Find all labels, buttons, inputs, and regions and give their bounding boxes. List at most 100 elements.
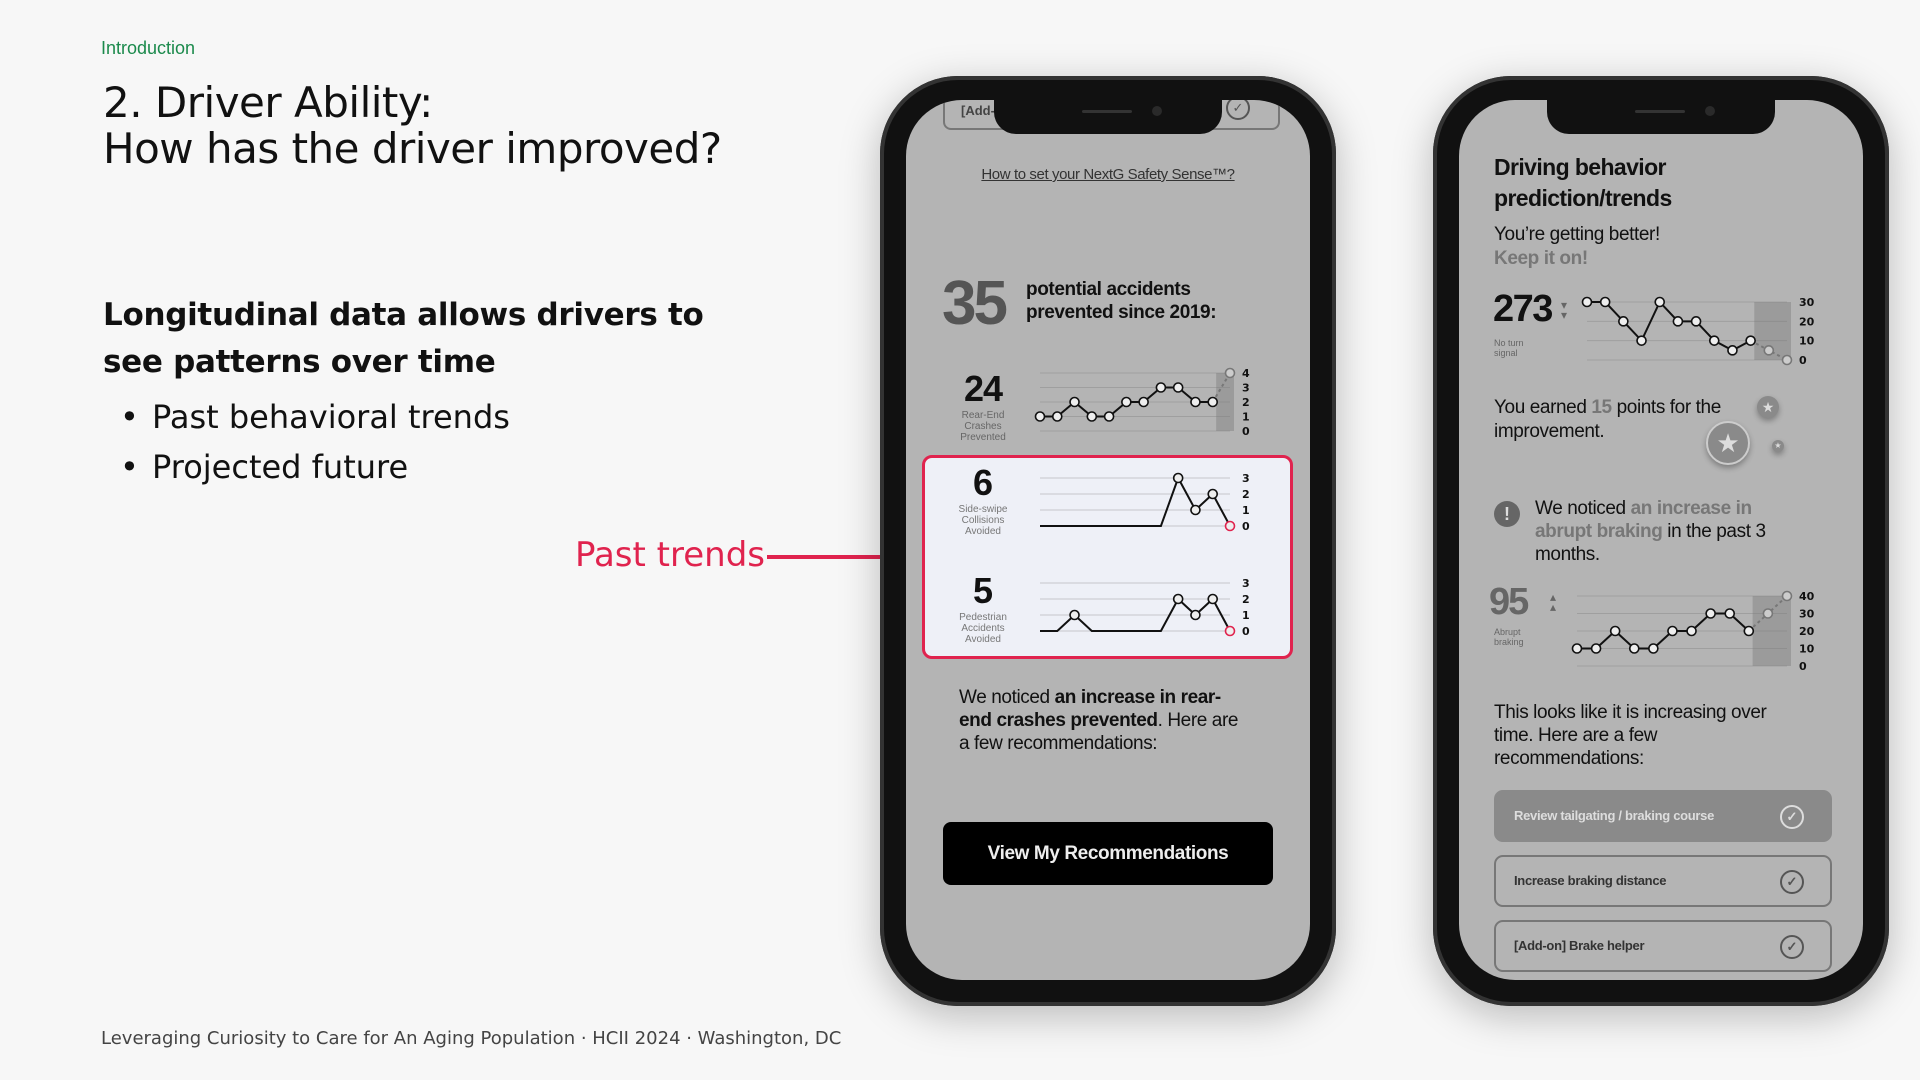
title-line-1: 2. Driver Ability: [103, 78, 433, 127]
addon-card-label: [Add- [961, 103, 995, 118]
check-circle-icon: ✓ [1780, 935, 1804, 959]
no-turn-signal-value: 273 [1493, 288, 1553, 330]
data-point [1686, 625, 1697, 637]
data-point [1609, 625, 1621, 637]
abrupt-braking-value: 95 [1489, 581, 1529, 623]
phone-mockup-1: [Add- ✓ How to set your NextG Safety Sen… [880, 76, 1336, 1006]
star-badge-icon: ★ [1757, 396, 1779, 418]
data-point [1155, 382, 1167, 393]
y-tick-label: 4 [1242, 367, 1250, 380]
recommendation-option[interactable]: Increase braking distance ✓ [1494, 855, 1832, 907]
data-point [1667, 625, 1678, 637]
abrupt-braking-label: Abrupt braking [1494, 627, 1524, 647]
data-point [1207, 593, 1219, 605]
y-tick-label: 10 [1799, 335, 1815, 348]
y-tick-label: 30 [1799, 296, 1815, 309]
data-point [1190, 396, 1201, 408]
data-point [1745, 335, 1756, 346]
data-point [1121, 396, 1132, 408]
data-point [1207, 396, 1219, 408]
y-tick-label: 2 [1242, 593, 1250, 606]
phone-notch [1547, 100, 1775, 134]
y-tick-label: 3 [1242, 577, 1250, 590]
recommendation-intro: This looks like it is increasing over ti… [1494, 702, 1767, 769]
section-label: Introduction [101, 38, 196, 58]
check-circle-icon: ✓ [1780, 870, 1804, 894]
data-point [1224, 520, 1236, 532]
slide-title: 2. Driver Ability: How has the driver im… [103, 80, 722, 172]
points-message: You earned 15 points for the improvement… [1494, 397, 1721, 442]
data-point [1690, 316, 1702, 327]
data-point [1571, 643, 1583, 654]
y-tick-label: 3 [1242, 472, 1250, 485]
encouragement: You’re getting better! Keep it on! [1494, 224, 1660, 269]
total-prevented-number: 35 [942, 269, 1008, 338]
y-tick-label: 20 [1799, 625, 1815, 638]
total-prevented-caption: potential accidents prevented since 2019: [1026, 279, 1217, 323]
data-point [1763, 345, 1775, 356]
projection-band [1752, 596, 1791, 666]
metric-rear-end: 24 Rear-End Crashes Prevented [940, 368, 1026, 443]
data-point [1590, 643, 1602, 654]
metric-label: Pedestrian Accidents Avoided [959, 612, 1007, 645]
data-point [1190, 609, 1201, 621]
recommendation-option[interactable]: [Add-on] Brake helper ✓ [1494, 920, 1832, 972]
bullet-list: Past behavioral trends Projected future [120, 392, 510, 492]
y-tick-label: 0 [1242, 520, 1250, 533]
data-point [1743, 625, 1755, 637]
data-point [1086, 411, 1098, 422]
data-point [1103, 411, 1115, 422]
data-point [1138, 396, 1149, 408]
view-recommendations-button[interactable]: View My Recommendations [943, 822, 1273, 885]
past-trends-highlight-box [922, 455, 1293, 659]
lead-line-1: Longitudinal data allows drivers to [103, 297, 704, 333]
data-point [1705, 608, 1716, 619]
y-tick-label: 0 [1242, 425, 1250, 438]
y-tick-label: 1 [1242, 609, 1250, 622]
y-tick-label: 3 [1242, 382, 1250, 395]
chart-rear-end: 01 23 4 [1034, 367, 1250, 438]
abrupt-braking-alert: We noticed an increase in abrupt braking… [1535, 498, 1766, 565]
title-line-2: How has the driver improved? [103, 124, 722, 173]
check-circle-icon: ✓ [1780, 805, 1804, 829]
data-point [1636, 335, 1647, 346]
series-line [1577, 612, 1750, 650]
data-point [1034, 411, 1046, 422]
series-line [1040, 475, 1231, 527]
y-tick-label: 0 [1799, 354, 1807, 367]
data-point [1224, 367, 1236, 379]
trend-down-icon: ▾ ▾ [1561, 298, 1568, 322]
alert-icon: ! [1494, 501, 1520, 527]
y-tick-label: 1 [1242, 411, 1250, 424]
chart-no-turn-signal: 0 10 20 30 [1581, 296, 1815, 367]
lead-heading: Longitudinal data allows drivers to see … [103, 292, 704, 386]
data-point [1727, 345, 1738, 356]
metric-value: 5 [972, 570, 994, 611]
callout-connector-line [767, 555, 923, 559]
safety-sense-link[interactable]: How to set your NextG Safety Sense™? [981, 166, 1235, 183]
metric-side-swipe: 6 Side-swipe Collisions Avoided [940, 462, 1026, 537]
metric-label: Side-swipe Collisions Avoided [958, 504, 1008, 537]
data-point [1172, 472, 1184, 484]
data-point [1599, 296, 1611, 308]
phone-notch [994, 100, 1222, 134]
metric-value: 24 [963, 368, 1003, 409]
metric-value: 6 [972, 462, 994, 503]
chart-abrupt-braking: 0 10 20 30 40 [1571, 590, 1815, 673]
y-tick-label: 40 [1799, 590, 1815, 603]
data-point [1172, 593, 1184, 605]
data-point [1648, 643, 1659, 654]
trends-title: Driving behavior prediction/trends [1494, 154, 1672, 211]
data-point [1069, 396, 1080, 408]
data-point [1581, 296, 1593, 308]
chart-pedestrian: 0 1 2 3 [1040, 577, 1250, 638]
trend-up-icon: ▴ ▴ [1550, 590, 1557, 614]
y-tick-label: 0 [1242, 625, 1250, 638]
rear-end-message: We noticed an increase in rear-end crash… [959, 687, 1239, 754]
chart-side-swipe: 0 1 2 3 [1040, 472, 1250, 533]
metric-label: Rear-End Crashes Prevented [960, 410, 1006, 443]
metric-pedestrian: 5 Pedestrian Accidents Avoided [940, 570, 1026, 645]
series-line [1587, 300, 1752, 352]
data-point [1207, 488, 1219, 500]
recommendation-option[interactable]: Review tailgating / braking course ✓ [1494, 790, 1832, 842]
